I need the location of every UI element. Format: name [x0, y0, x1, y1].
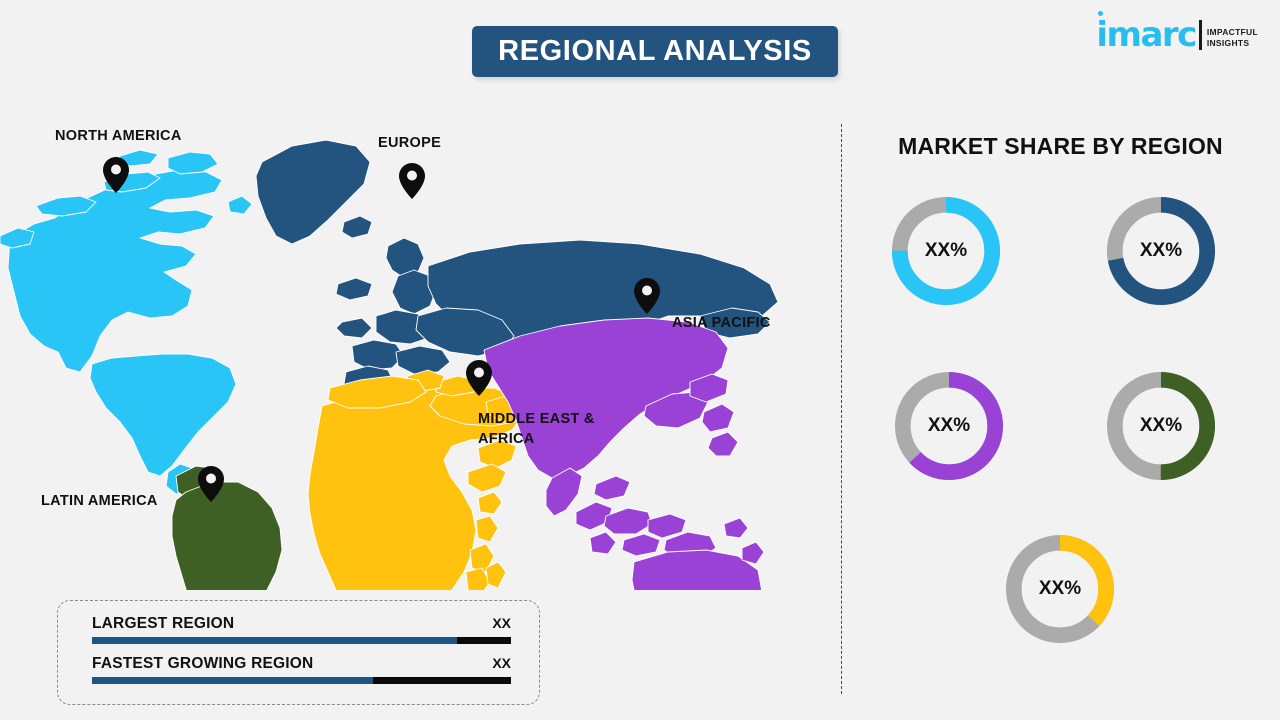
- map-label-europe: EUROPE: [378, 135, 442, 151]
- donut-chart-asia-pacific[interactable]: XX%: [888, 365, 1010, 487]
- donut-label-latin-america: XX%: [1139, 415, 1183, 436]
- map-pin-middle-east-africa[interactable]: [466, 360, 492, 396]
- donut-chart-middle-east-africa[interactable]: XX%: [999, 528, 1121, 650]
- logo-tagline: IMPACTFUL INSIGHTS: [1207, 27, 1258, 52]
- legend-bar-fastest-growing-region: [92, 677, 511, 684]
- logo-wordmark: imarc: [1096, 11, 1197, 55]
- donut-label-europe: XX%: [1139, 240, 1183, 261]
- page-title-banner: REGIONAL ANALYSIS: [472, 26, 838, 77]
- map-label-north-america: NORTH AMERICA: [55, 128, 182, 144]
- map-pin-north-america[interactable]: [103, 157, 129, 193]
- legend-bar-fill-fastest-growing-region: [92, 677, 373, 684]
- map-label-asia-pacific: ASIA PACIFIC: [672, 315, 771, 331]
- donut-label-north-america: XX%: [924, 240, 968, 261]
- donut-label-asia-pacific: XX%: [927, 415, 971, 436]
- legend-row-largest-region: LARGEST REGION XX: [92, 615, 511, 644]
- map-label-middle-east-africa: MIDDLE EAST & AFRICA: [478, 411, 595, 447]
- page-title: REGIONAL ANALYSIS: [498, 35, 812, 67]
- donut-label-middle-east-africa: XX%: [1038, 578, 1082, 599]
- map-label-latin-america: LATIN AMERICA: [41, 493, 158, 509]
- donut-chart-latin-america[interactable]: XX%: [1100, 365, 1222, 487]
- map-pin-latin-america[interactable]: [198, 466, 224, 502]
- panel-divider: [841, 124, 842, 694]
- donut-chart-north-america[interactable]: XX%: [885, 190, 1007, 312]
- world-map: [0, 120, 820, 590]
- legend-value-largest-region: XX: [492, 615, 511, 631]
- legend-label-fastest-growing-region: FASTEST GROWING REGION: [92, 655, 314, 672]
- legend-value-fastest-growing-region: XX: [492, 655, 511, 671]
- legend-row-fastest-growing-region: FASTEST GROWING REGION XX: [92, 655, 511, 684]
- logo-divider: [1198, 20, 1202, 50]
- map-pin-europe[interactable]: [399, 163, 425, 199]
- logo-tagline-line1: IMPACTFUL: [1206, 27, 1258, 37]
- donut-chart-europe[interactable]: XX%: [1100, 190, 1222, 312]
- logo-dot-icon: [1098, 11, 1104, 16]
- region-legend-box: LARGEST REGION XX FASTEST GROWING REGION…: [57, 600, 540, 705]
- logo-tagline-line2: INSIGHTS: [1206, 38, 1250, 48]
- legend-label-largest-region: LARGEST REGION: [92, 615, 235, 632]
- map-pin-asia-pacific[interactable]: [634, 278, 660, 314]
- logo-wordmark-text: imarc: [1096, 15, 1197, 55]
- legend-bar-fill-largest-region: [92, 637, 457, 644]
- imarc-logo: imarc IMPACTFUL INSIGHTS: [1096, 11, 1258, 55]
- legend-bar-largest-region: [92, 637, 511, 644]
- panel-title: MARKET SHARE BY REGION: [898, 133, 1223, 159]
